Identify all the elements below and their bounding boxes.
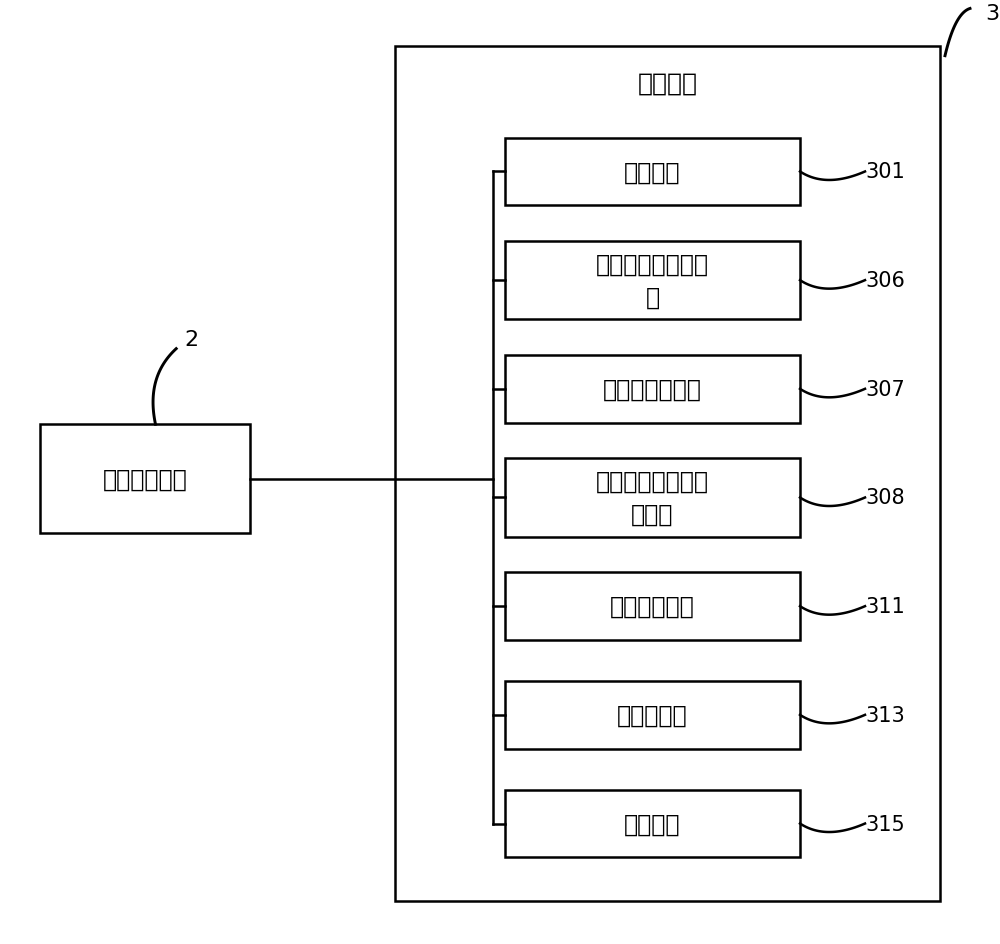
Text: 308: 308 — [865, 488, 905, 508]
Bar — [505, 356, 800, 423]
Text: 307: 307 — [865, 379, 905, 399]
Text: 自动输送设备: 自动输送设备 — [610, 595, 695, 618]
Text: 立体货架: 立体货架 — [624, 812, 681, 835]
Text: 306: 306 — [865, 271, 905, 291]
Text: 仓储设备: 仓储设备 — [638, 71, 698, 95]
Bar — [505, 573, 800, 640]
Text: 301: 301 — [865, 162, 905, 182]
Bar — [395, 47, 940, 902]
Text: 311: 311 — [865, 597, 905, 616]
Bar — [505, 682, 800, 749]
Text: 交接口身份识别装
置: 交接口身份识别装 置 — [596, 252, 709, 310]
Bar — [505, 459, 800, 537]
Bar — [505, 790, 800, 857]
Bar — [505, 242, 800, 320]
Text: 313: 313 — [865, 705, 905, 725]
Text: 实物款笱: 实物款笱 — [624, 160, 681, 184]
Bar — [40, 425, 250, 533]
Text: 3: 3 — [985, 4, 999, 25]
Text: 2: 2 — [184, 329, 198, 350]
Text: 仓储控制系统: 仓储控制系统 — [103, 467, 187, 491]
Text: 交接口标识信息读
取装置: 交接口标识信息读 取装置 — [596, 469, 709, 527]
Text: 交接口智能终端: 交接口智能终端 — [603, 378, 702, 401]
Text: 巧道堆垄机: 巧道堆垄机 — [617, 703, 688, 727]
Bar — [505, 139, 800, 206]
Text: 315: 315 — [865, 814, 905, 834]
